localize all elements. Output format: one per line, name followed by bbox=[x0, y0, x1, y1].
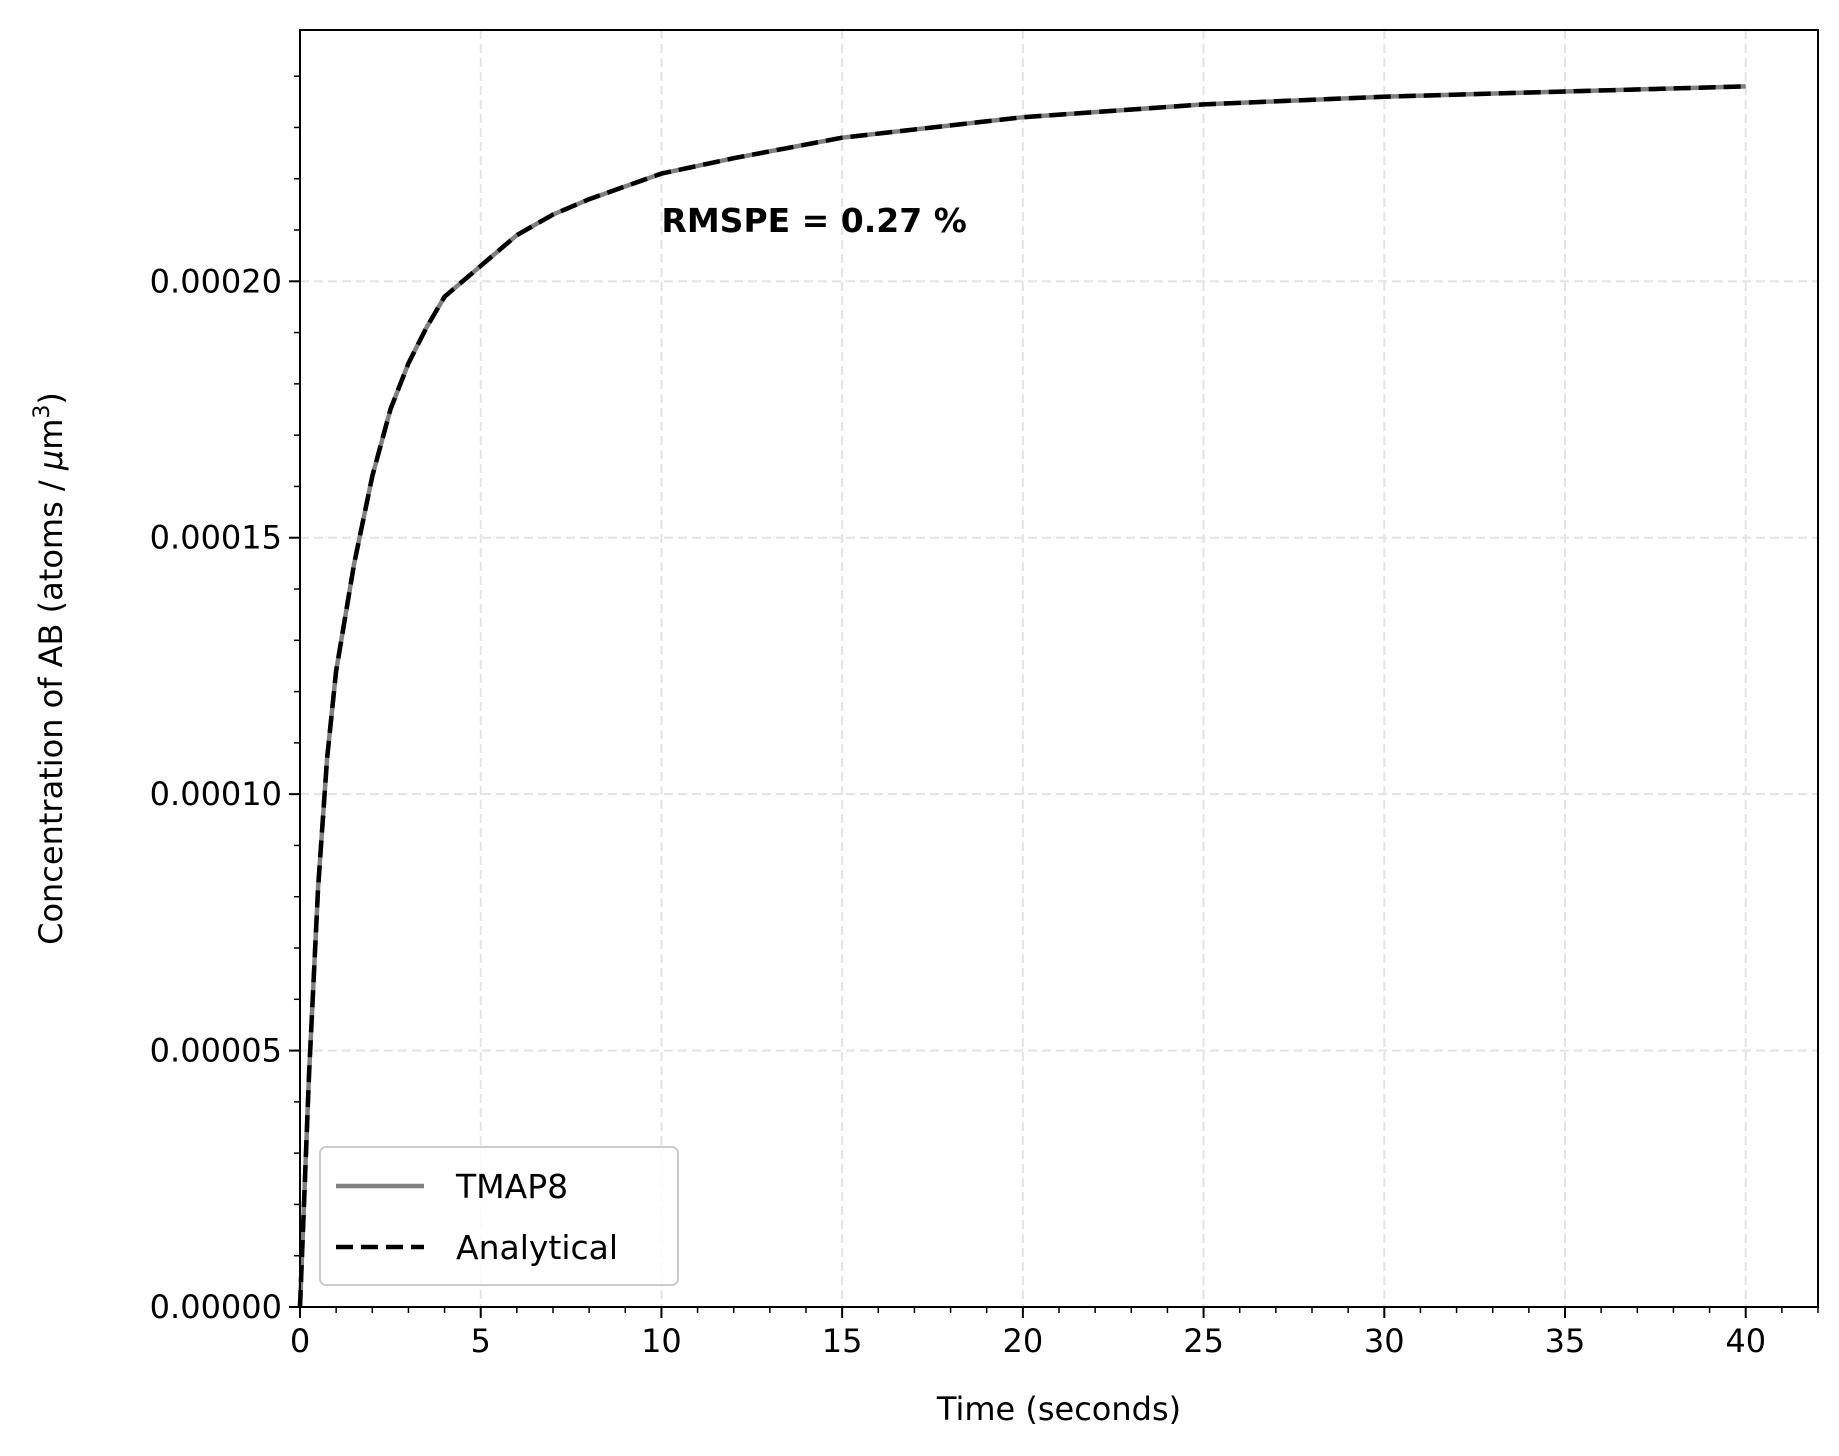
y-axis-label-suffix: ) bbox=[32, 392, 70, 404]
x-tick-label: 40 bbox=[1725, 1322, 1766, 1360]
legend-label-tmap8: TMAP8 bbox=[455, 1167, 568, 1206]
y-tick-label: 0.00020 bbox=[150, 262, 282, 300]
x-tick-label: 25 bbox=[1183, 1322, 1224, 1360]
x-tick-label: 15 bbox=[822, 1322, 863, 1360]
x-tick-label: 0 bbox=[290, 1322, 310, 1360]
y-tick-label: 0.00005 bbox=[150, 1032, 282, 1070]
rmspe-annotation: RMSPE = 0.27 % bbox=[661, 201, 966, 240]
y-axis-label-exponent: 3 bbox=[30, 405, 55, 419]
legend-box bbox=[319, 1146, 679, 1286]
series-layer bbox=[297, 84, 1746, 1308]
x-tick-label: 30 bbox=[1364, 1322, 1405, 1360]
series-line-analytical bbox=[297, 84, 1746, 1308]
legend: TMAP8 Analytical bbox=[319, 1146, 679, 1286]
y-tick-label: 0.00010 bbox=[150, 775, 282, 813]
y-axis-label-prefix: Concentration of AB (atoms / bbox=[32, 470, 70, 945]
y-axis-label-mu: μ bbox=[32, 450, 70, 471]
ticks: 0 5 10 15 20 25 30 35 40 0.00000 0.00005 0.00010 0.0… bbox=[150, 75, 1819, 1360]
x-axis-label: Time (seconds) bbox=[936, 1390, 1181, 1428]
x-tick-label: 5 bbox=[471, 1322, 491, 1360]
legend-label-analytical: Analytical bbox=[456, 1228, 618, 1267]
x-tick-label: 20 bbox=[1002, 1322, 1043, 1360]
y-axis-label-unit: m bbox=[32, 419, 70, 450]
x-tick-label: 35 bbox=[1545, 1322, 1586, 1360]
y-tick-label: 0.00000 bbox=[150, 1288, 282, 1326]
x-tick-label: 10 bbox=[641, 1322, 682, 1360]
y-axis-label: Concentration of AB (atoms / μm3) bbox=[30, 392, 70, 945]
y-tick-label: 0.00015 bbox=[150, 519, 282, 557]
